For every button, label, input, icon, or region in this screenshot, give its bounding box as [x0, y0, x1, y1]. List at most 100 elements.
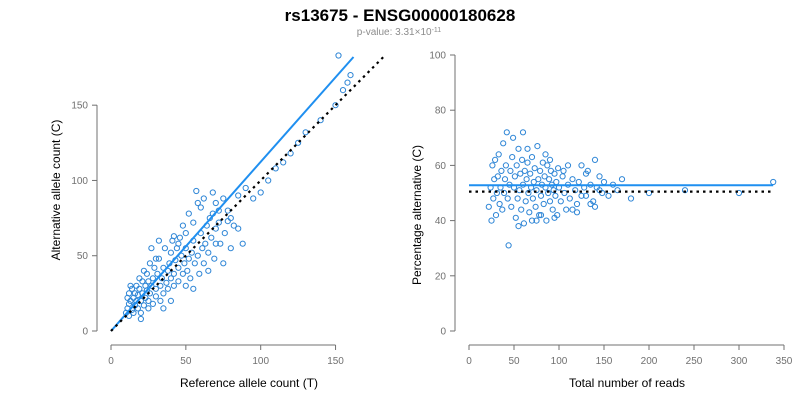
right-data-point	[627, 195, 635, 202]
left-data-point	[208, 234, 215, 241]
right-data-point	[578, 162, 585, 169]
right-data-point	[549, 206, 556, 213]
left-data-point	[212, 240, 219, 247]
left-data-point	[136, 285, 143, 292]
left-data-point	[239, 240, 246, 247]
left-data-point	[136, 275, 143, 282]
left-y-axis-label: Alternative allele count (C)	[49, 120, 63, 261]
right-data-point	[502, 162, 509, 169]
right-data-point	[600, 178, 608, 186]
right-x-tick-label: 100	[551, 356, 568, 367]
left-data-point	[145, 278, 152, 285]
left-data-point	[182, 282, 189, 289]
right-data-point	[531, 165, 538, 172]
right-data-point	[536, 212, 543, 219]
right-data-point	[520, 220, 528, 227]
right-data-point	[550, 187, 557, 194]
right-data-point	[542, 151, 549, 158]
right-data-point	[587, 200, 594, 208]
left-data-point	[212, 199, 219, 207]
left-data-point	[200, 260, 207, 267]
right-data-point	[504, 195, 511, 202]
left-data-point	[152, 255, 159, 262]
left-data-point	[230, 222, 237, 229]
left-data-point	[193, 187, 200, 195]
right-data-point	[519, 156, 526, 163]
left-data-point	[220, 260, 227, 267]
right-data-point	[770, 178, 777, 186]
left-data-point	[176, 234, 183, 241]
right-data-point	[515, 145, 522, 152]
left-data-point	[339, 87, 347, 94]
left-data-point	[242, 184, 249, 192]
right-data-point	[539, 159, 546, 166]
right-data-point	[563, 206, 570, 213]
right-data-point	[485, 203, 492, 210]
right-data-point	[537, 212, 545, 219]
left-data-point	[128, 285, 136, 292]
left-data-point	[335, 52, 342, 59]
right-data-point	[537, 192, 545, 199]
right-data-point	[537, 167, 544, 174]
right-scatter-panel: 0 50 100 150 200 250 300 350 0 20 40 60 80 100 Total …	[410, 51, 793, 391]
right-data-point	[578, 192, 585, 199]
left-data-point	[170, 282, 177, 289]
right-data-point	[560, 167, 567, 174]
left-data-point	[227, 245, 234, 252]
right-y-axis-label: Percentage alternative (C)	[410, 145, 424, 285]
right-data-point	[509, 134, 517, 141]
right-data-point	[509, 154, 516, 161]
right-data-point	[493, 189, 500, 197]
left-data-point	[167, 297, 174, 304]
left-data-point	[170, 270, 177, 277]
left-data-point	[125, 300, 133, 307]
left-data-point	[344, 79, 351, 86]
right-data-point	[523, 176, 530, 183]
right-data-point	[492, 156, 499, 163]
right-data-point	[514, 195, 521, 202]
right-x-tick-label: 300	[731, 356, 748, 367]
left-data-point	[224, 218, 231, 225]
left-data-point	[167, 249, 174, 256]
right-data-point	[582, 192, 590, 199]
left-data-point	[134, 305, 141, 312]
right-axes-layer: 0 50 100 150 200 250 300 350 0 20 40 60 80 100	[429, 51, 792, 368]
right-data-point	[516, 187, 523, 194]
left-data-point	[137, 309, 144, 316]
right-data-point	[545, 189, 552, 197]
left-data-point	[250, 195, 257, 202]
left-data-point	[157, 297, 164, 304]
right-data-point	[501, 176, 509, 183]
left-data-point	[302, 129, 309, 136]
left-data-point	[145, 305, 152, 312]
left-data-point	[140, 302, 147, 309]
left-data-point	[196, 270, 203, 277]
right-points-layer	[485, 129, 777, 249]
right-data-point	[528, 154, 536, 161]
right-data-point	[582, 170, 590, 177]
right-data-point	[572, 187, 579, 194]
left-data-point	[175, 240, 182, 247]
right-data-point	[573, 200, 581, 208]
left-y-tick-label: 0	[82, 327, 88, 338]
left-data-point	[148, 282, 155, 289]
right-data-point	[534, 143, 541, 150]
right-y-tick-label: 0	[440, 327, 446, 338]
right-data-point	[491, 176, 498, 183]
left-data-point	[157, 282, 164, 289]
p-value-text: p-value: 3.31×10	[357, 27, 432, 38]
p-value-subtitle: p-value: 3.31×10-11	[357, 27, 441, 39]
right-data-point	[508, 203, 515, 210]
right-data-point	[596, 173, 603, 180]
right-data-point	[500, 140, 507, 147]
left-data-point	[215, 219, 222, 226]
right-data-point	[569, 206, 576, 213]
right-data-point	[618, 176, 626, 183]
right-data-point	[533, 187, 540, 194]
left-data-point	[163, 279, 170, 286]
left-data-point	[155, 255, 162, 262]
right-data-point	[546, 198, 554, 205]
p-value-exponent: -11	[432, 27, 442, 34]
right-data-point	[512, 214, 519, 221]
left-data-point	[175, 278, 182, 285]
